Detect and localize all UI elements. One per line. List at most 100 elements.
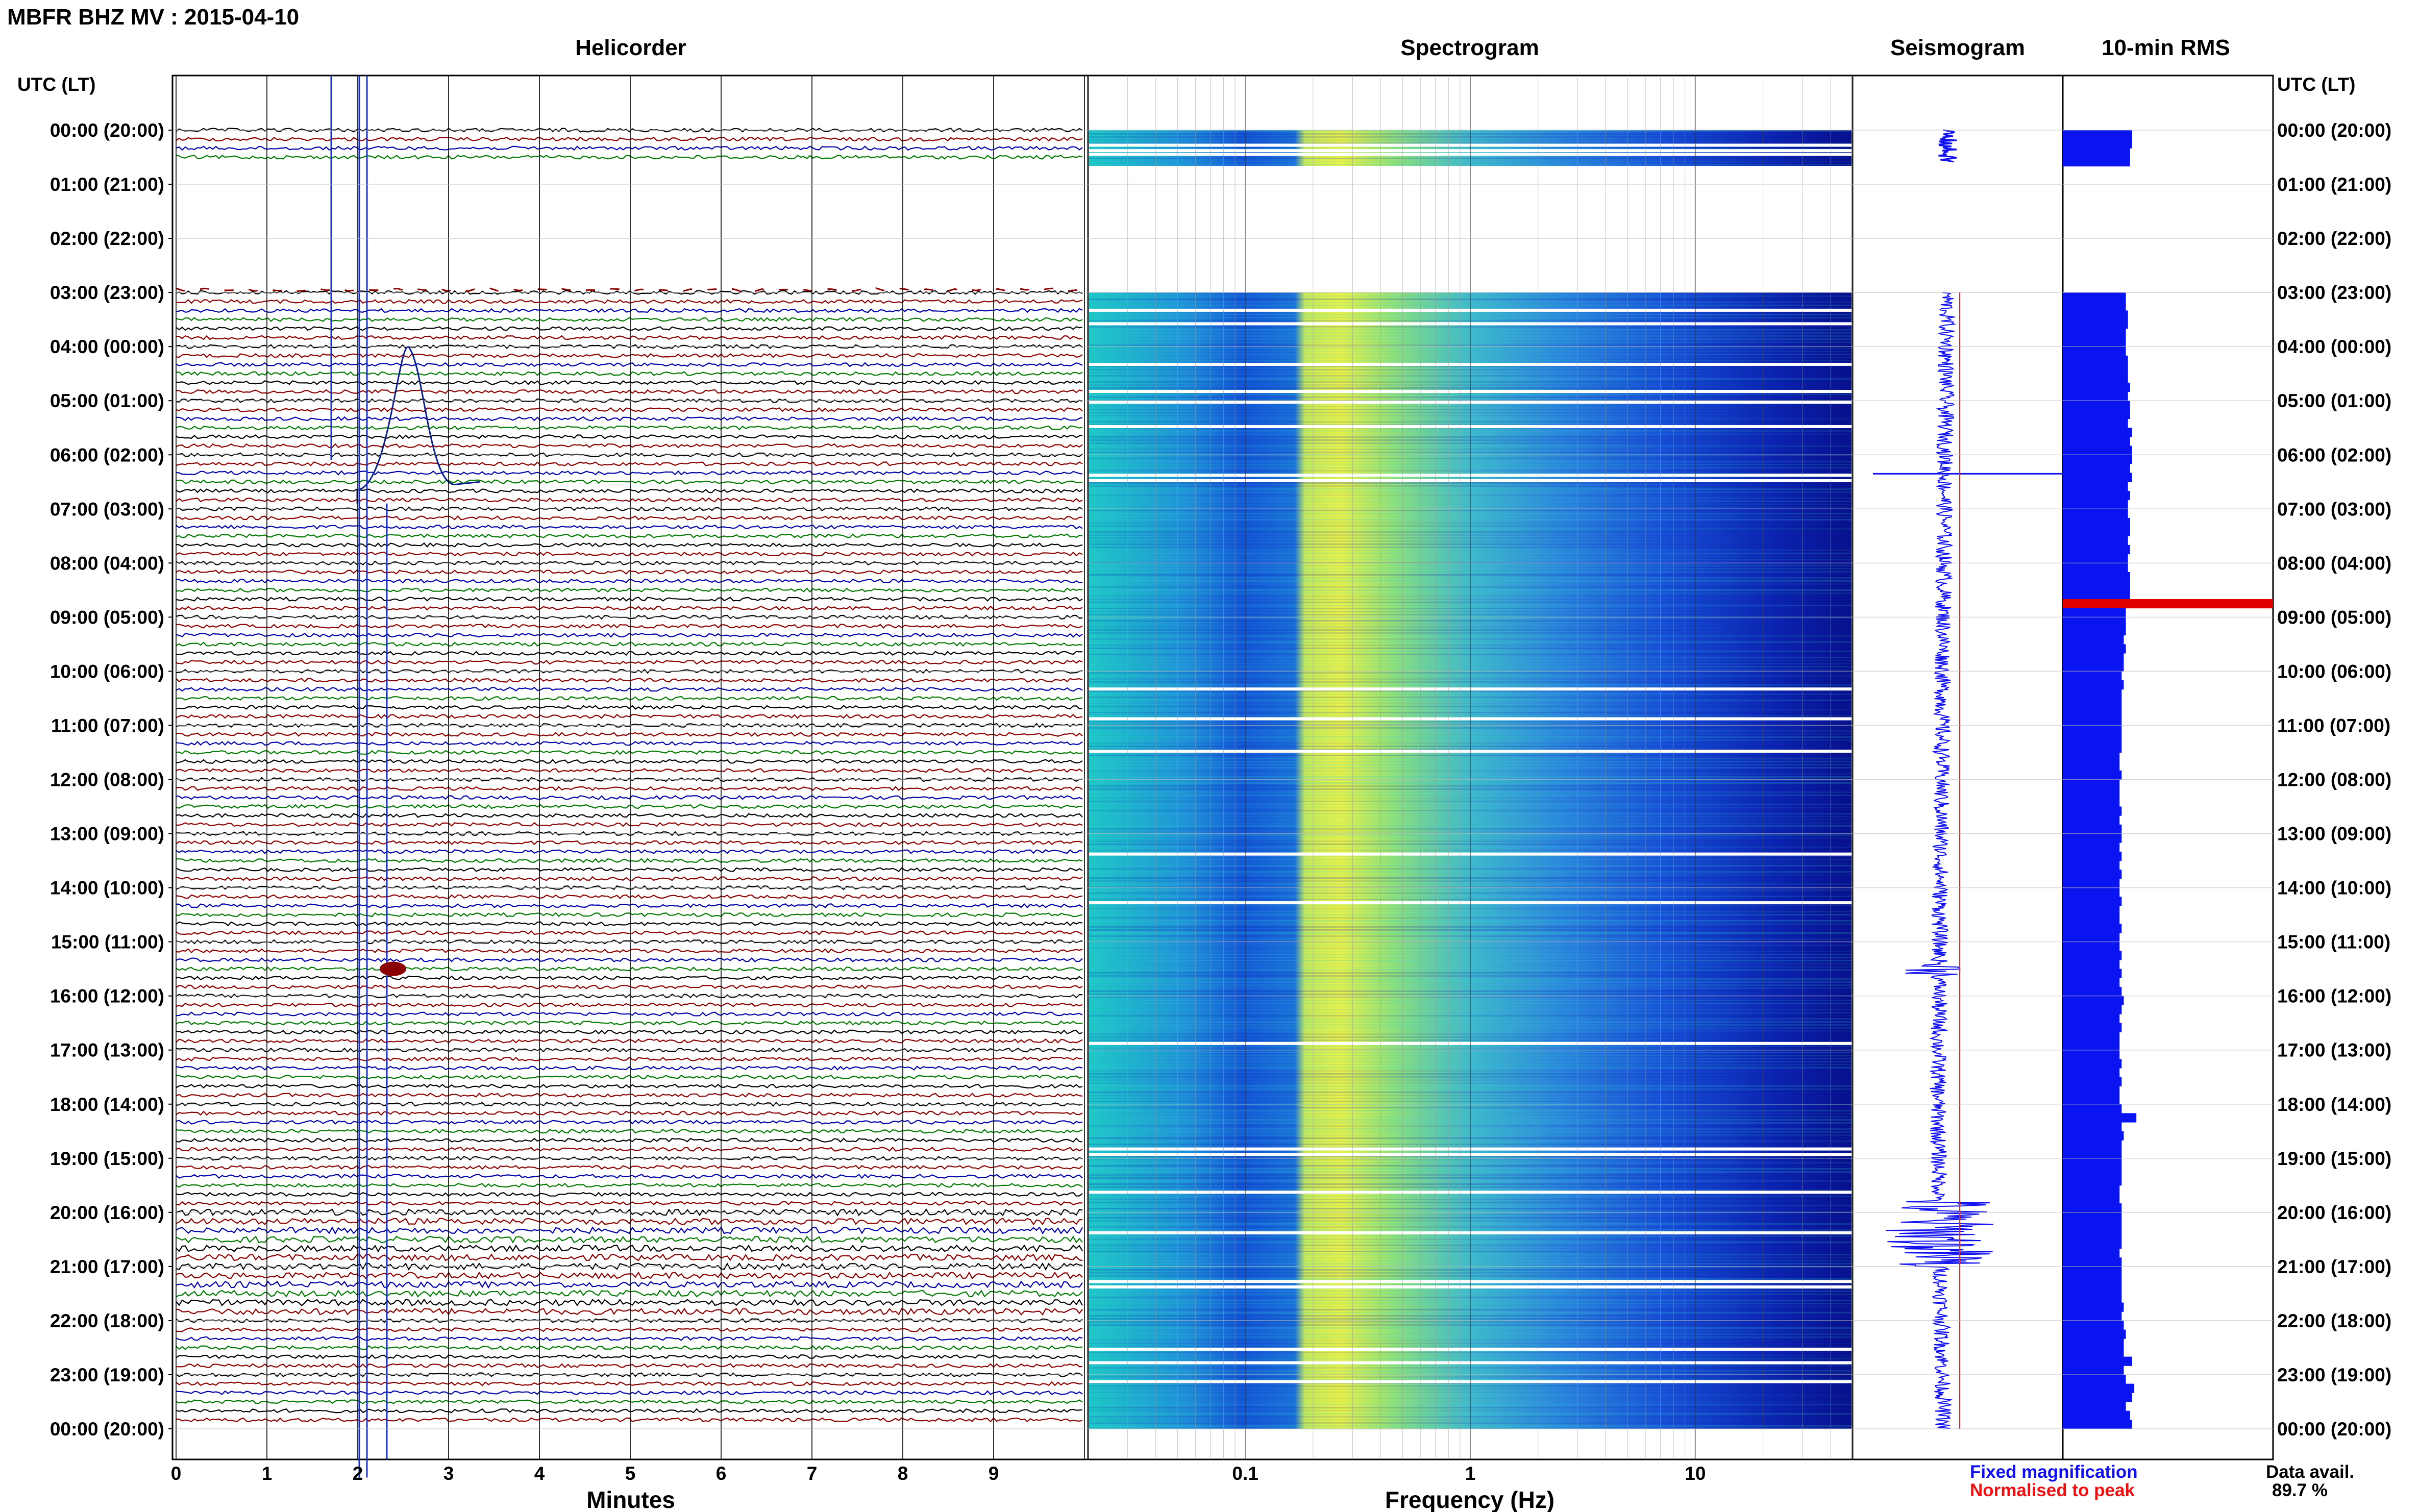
rms-bar [2063,707,2122,717]
rms-bar [2063,1203,2122,1213]
rms-bar [2063,680,2124,690]
hour-label-right: 03:00 (23:00) [2277,282,2391,303]
helicorder-trace [176,903,1083,909]
helicorder-trace [176,308,1083,313]
rms-bar [2063,788,2120,798]
rms-bar [2063,815,2120,825]
hour-label-right: 13:00 (09:00) [2277,824,2391,845]
helicorder-trace [176,299,1083,304]
helicorder-trace [176,1074,1083,1080]
helicorder-trace [176,533,1083,539]
rms-bar [2063,428,2132,437]
hour-label-left: 01:00 (21:00) [50,174,164,195]
helicorder-trace [176,966,1083,972]
helicorder-trace [176,542,1083,548]
minute-tick-label: 9 [989,1463,999,1484]
hour-label-left: 00:00 (20:00) [50,1419,164,1440]
rms-bar [2063,617,2126,627]
rms-bar [2063,1320,2124,1330]
rms-bar [2063,1095,2120,1105]
legend-normalised-to-peak: Normalised to peak [1970,1480,2135,1500]
rms-bar [2063,924,2122,933]
hour-label-right: 14:00 (10:00) [2277,878,2391,899]
hour-label-right: 21:00 (17:00) [2277,1256,2391,1277]
helicorder-trace [176,128,1083,133]
helicorder-trace [176,1137,1083,1143]
helicorder-trace [176,443,1083,449]
rms-bar [2063,1086,2120,1096]
hour-label-right: 05:00 (01:00) [2277,390,2391,411]
rms-bar [2063,1393,2132,1402]
rms-bar [2063,959,2120,970]
helicorder-trace [176,1083,1083,1089]
hour-label-left: 18:00 (14:00) [50,1094,164,1115]
helicorder-xlabel: Minutes [586,1486,675,1512]
helicorder-trace [176,678,1083,683]
rms-bar [2063,563,2128,573]
hour-label-right: 02:00 (22:00) [2277,228,2391,249]
rms-bar [2063,842,2120,852]
helicorder-trace [176,416,1083,422]
spectrogram-xlabel: Frequency (Hz) [1385,1486,1554,1512]
hour-label-left: 22:00 (18:00) [50,1310,164,1331]
rms-bar [2063,1410,2130,1420]
rms-bar [2063,319,2128,329]
helicorder-trace [176,470,1083,476]
hour-label-right: 08:00 (04:00) [2277,553,2391,574]
rms-bar [2063,897,2122,906]
helicorder-trace [176,1336,1083,1342]
rms-bar [2063,1401,2126,1411]
rms-bar [2063,1077,2122,1086]
helicorder-trace [176,1093,1083,1098]
rms-bar [2063,689,2122,699]
rms-bar [2063,626,2126,636]
helicorder-trace [176,1244,1083,1253]
rms-bar [2063,1284,2122,1294]
frequency-tick-label: 0.1 [1232,1463,1258,1484]
helicorder-trace [176,1417,1083,1423]
rms-bar [2063,482,2128,491]
rms-bar [2063,1347,2124,1357]
rms-bar [2063,951,2122,960]
rms-bar [2063,1248,2120,1258]
rms-bar [2063,716,2122,726]
rms-bar [2063,1059,2122,1069]
helicorder-trace [176,975,1083,981]
rms-bar [2063,743,2122,753]
rms-bar [2063,337,2126,347]
helicorder-trace [176,1164,1083,1170]
helicorder-trace [176,1182,1083,1188]
helicorder-trace [176,840,1083,846]
rms-bar [2063,851,2122,861]
helicorder-trace [176,740,1083,746]
hour-label-right: 09:00 (05:00) [2277,607,2391,628]
rms-bar [2063,1113,2137,1123]
hour-label-right: 06:00 (02:00) [2277,444,2391,465]
hour-label-left: 12:00 (08:00) [50,770,164,790]
hour-label-left: 00:00 (20:00) [50,120,164,141]
hour-label-left: 23:00 (19:00) [50,1365,164,1385]
helicorder-trace [176,389,1083,394]
rms-bar [2063,382,2130,392]
rms-bar [2063,824,2122,834]
helicorder-trace [176,813,1083,819]
hour-label-right: 22:00 (18:00) [2277,1310,2391,1331]
minute-tick-label: 5 [625,1463,636,1484]
helicorder-trace [176,1146,1083,1152]
helicorder-trace [176,1345,1083,1350]
data-availability-label: Data avail. [2266,1462,2354,1482]
helicorder-trace [176,849,1083,854]
rms-bar [2063,517,2130,528]
rms-bar [2063,1185,2120,1195]
rms-bar [2063,806,2122,816]
helicorder-trace [176,362,1083,367]
helicorder-trace [176,1307,1083,1316]
helicorder-trace [176,407,1083,412]
helicorder-trace [176,651,1083,656]
helicorder-trace [176,984,1083,989]
hour-label-right: 04:00 (00:00) [2277,336,2391,357]
hour-label-right: 17:00 (13:00) [2277,1040,2391,1061]
helicorder-trace [176,632,1083,638]
rms-bar [2063,1158,2122,1168]
helicorder-trace [176,822,1083,827]
